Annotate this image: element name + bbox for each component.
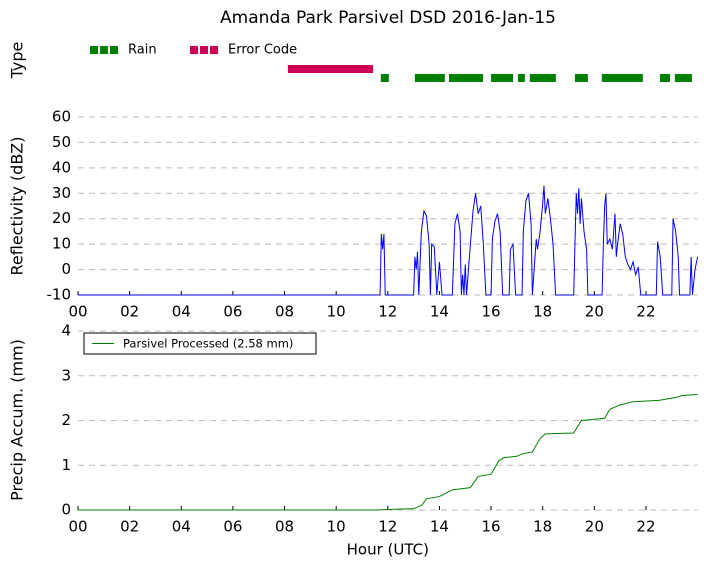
y-tick-label: 4 — [61, 322, 71, 340]
x-tick-label: 22 — [636, 303, 655, 321]
x-tick-label: 04 — [172, 518, 191, 536]
y-tick-label: 1 — [61, 456, 71, 474]
type-segment — [574, 74, 588, 82]
legend-swatch — [90, 46, 98, 54]
type-segment — [659, 74, 670, 82]
type-segment — [414, 74, 445, 82]
x-tick-label: 14 — [430, 303, 449, 321]
y-tick-label: 50 — [52, 133, 71, 151]
y-tick-label: -10 — [47, 286, 72, 304]
x-tick-label: 06 — [223, 518, 242, 536]
legend-swatch — [210, 46, 218, 54]
legend-swatch — [200, 46, 208, 54]
x-tick-label: 20 — [585, 518, 604, 536]
x-tick-label: 20 — [585, 303, 604, 321]
x-tick-label: 10 — [327, 303, 346, 321]
legend-swatch — [100, 46, 108, 54]
type-segment — [380, 74, 389, 82]
x-tick-label: 02 — [120, 303, 139, 321]
x-axis-label: Hour (UTC) — [347, 541, 429, 559]
x-tick-label: 18 — [533, 303, 552, 321]
y-tick-label: 30 — [52, 184, 71, 202]
legend-swatch — [190, 46, 198, 54]
data-line — [78, 394, 698, 511]
type-segment — [517, 74, 525, 82]
y-axis-label: Reflectivity (dBZ) — [8, 137, 27, 276]
legend-label: Rain — [128, 43, 157, 58]
legend-box — [83, 332, 317, 355]
legend-swatch — [110, 46, 118, 54]
y-tick-label: 20 — [52, 209, 71, 227]
type-segment — [287, 65, 374, 73]
y-tick-label: 40 — [52, 158, 71, 176]
y-tick-label: 10 — [52, 235, 71, 253]
legend-label: Error Code — [228, 43, 297, 58]
x-tick-label: 18 — [533, 518, 552, 536]
y-tick-label: 2 — [61, 411, 71, 429]
legend-label: Parsivel Processed (2.58 mm) — [123, 337, 293, 351]
x-tick-label: 12 — [378, 518, 397, 536]
y-tick-label: 3 — [61, 366, 71, 384]
x-tick-label: 12 — [378, 303, 397, 321]
x-tick-label: 10 — [327, 518, 346, 536]
x-tick-label: 16 — [482, 518, 501, 536]
y-tick-label: 60 — [52, 108, 71, 126]
x-tick-label: 00 — [68, 518, 87, 536]
y-tick-label: 0 — [61, 501, 71, 519]
y-tick-label: 0 — [61, 260, 71, 278]
type-segment — [601, 74, 643, 82]
x-tick-label: 06 — [223, 303, 242, 321]
x-tick-label: 08 — [275, 518, 294, 536]
x-tick-label: 00 — [68, 303, 87, 321]
x-tick-label: 04 — [172, 303, 191, 321]
data-line — [78, 185, 699, 296]
x-tick-label: 14 — [430, 518, 449, 536]
y-axis-label: Type — [8, 42, 27, 80]
x-tick-label: 22 — [636, 518, 655, 536]
type-segment — [529, 74, 556, 82]
x-tick-label: 02 — [120, 518, 139, 536]
type-segment — [491, 74, 514, 82]
type-segment — [448, 74, 484, 82]
x-tick-label: 08 — [275, 303, 294, 321]
type-segment — [674, 74, 692, 82]
x-tick-label: 16 — [482, 303, 501, 321]
chart-title: Amanda Park Parsivel DSD 2016-Jan-15 — [220, 8, 556, 28]
y-axis-label: Precip Accum. (mm) — [8, 339, 27, 501]
